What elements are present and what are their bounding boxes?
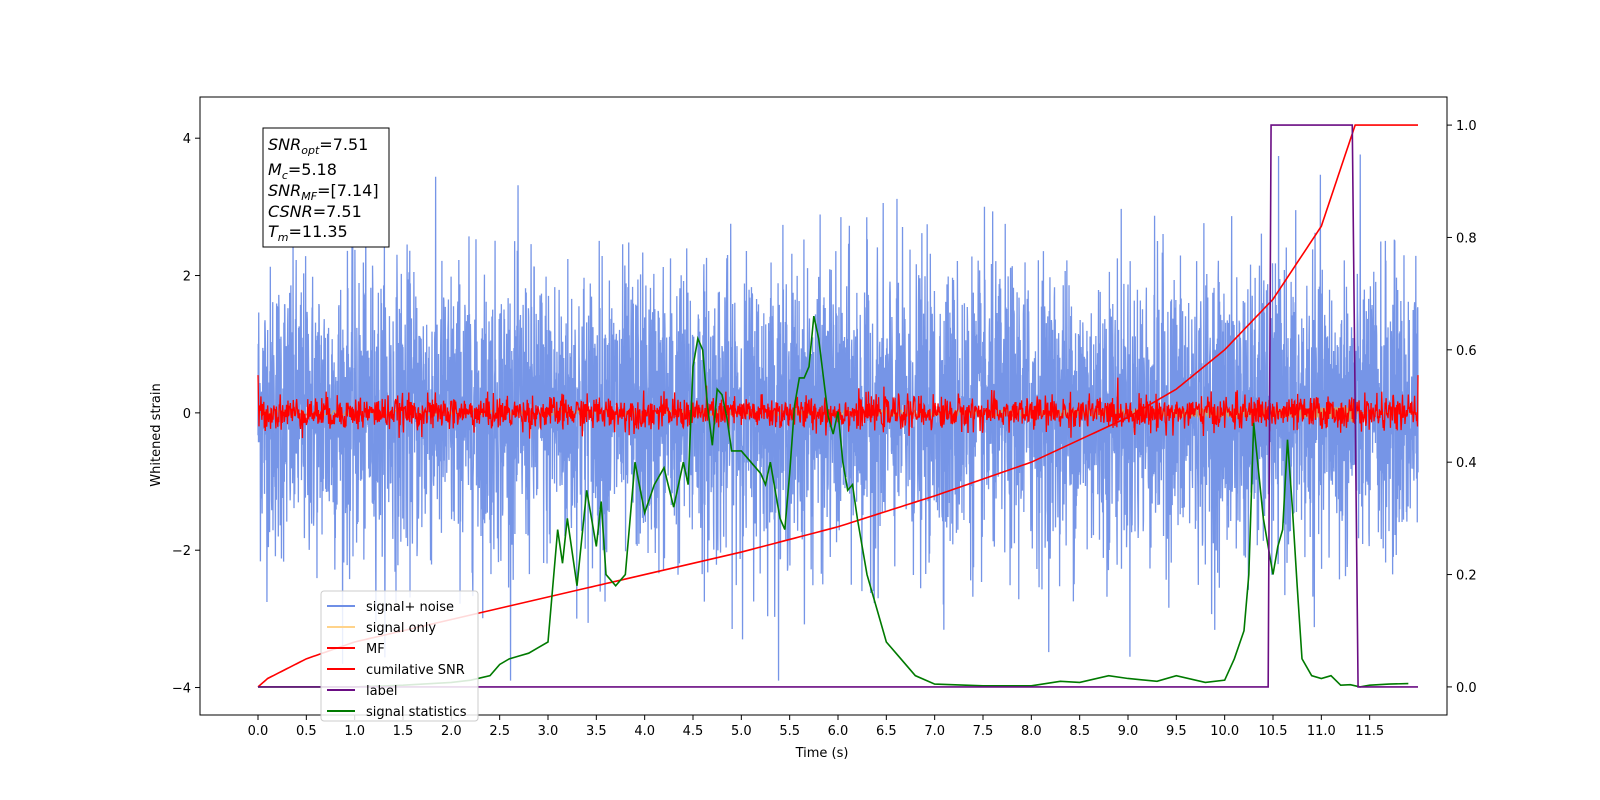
y-right-tick-label: 0.0: [1456, 681, 1477, 696]
legend-label: signal only: [366, 621, 436, 636]
x-tick-label: 3.0: [538, 724, 559, 739]
annotation-mc: Mc=5.18: [268, 160, 337, 182]
series-signal-statistics: [258, 315, 1409, 688]
y-axis-label: Whitened strain: [149, 383, 164, 486]
x-tick-label: 10.5: [1259, 724, 1288, 739]
legend-frame: [320, 590, 479, 722]
annotation-frame: [262, 127, 390, 248]
x-tick-label: 6.0: [828, 724, 849, 739]
x-tick-label: 11.5: [1355, 724, 1384, 739]
x-tick-label: 1.5: [393, 724, 414, 739]
x-tick-label: 0.5: [296, 724, 317, 739]
y-left-tick-label: 0: [183, 407, 191, 422]
y-left-axis: −4 −2 0 2 4: [172, 132, 200, 697]
series-signal-noise: [257, 154, 1419, 681]
x-tick-label: 7.0: [924, 724, 945, 739]
legend-label: MF: [366, 642, 385, 657]
x-tick-label: 5.5: [779, 724, 800, 739]
x-tick-label: 0.0: [248, 724, 269, 739]
annotation-snr-opt: SNRopt=7.51: [268, 135, 368, 157]
x-tick-label: 3.5: [586, 724, 607, 739]
y-right-tick-label: 0.2: [1456, 569, 1477, 584]
y-right-tick-label: 0.4: [1456, 456, 1477, 471]
y-left-tick-label: 2: [183, 270, 191, 285]
plot-frame: [199, 96, 1448, 716]
x-tick-label: 7.5: [973, 724, 994, 739]
x-tick-label: 2.0: [441, 724, 462, 739]
legend: signal+ noise signal only MF cumilative SNR…: [320, 590, 479, 722]
annotation-tm: Tm=11.35: [268, 222, 348, 244]
x-tick-label: 8.5: [1069, 724, 1090, 739]
x-tick-label: 4.0: [634, 724, 655, 739]
x-axis-label: Time (s): [795, 746, 849, 761]
x-tick-label: 6.5: [876, 724, 897, 739]
x-axis: 0.0 0.5 1.0 1.5 2.0 2.5 3.0 3.5 4.0 4.5 5.0 5.5 6.0 6…: [248, 715, 1384, 739]
y-left-tick-label: −2: [172, 544, 191, 559]
series-mf: [257, 375, 1419, 439]
x-tick-label: 11.0: [1307, 724, 1336, 739]
x-tick-label: 1.0: [344, 724, 365, 739]
y-right-axis: 0.0 0.2 0.4 0.6 0.8 1.0: [1447, 119, 1477, 696]
y-right-tick-label: 0.8: [1456, 231, 1477, 246]
y-left-tick-label: 4: [183, 132, 191, 147]
legend-label: signal statistics: [366, 705, 467, 720]
series-label: [258, 124, 1418, 688]
x-tick-label: 4.5: [683, 724, 704, 739]
annotation-snr-mf: SNRMF=[7.14]: [268, 181, 379, 203]
x-tick-label: 9.0: [1118, 724, 1139, 739]
x-tick-label: 9.5: [1166, 724, 1187, 739]
y-right-tick-label: 0.6: [1456, 344, 1477, 359]
x-tick-label: 2.5: [489, 724, 510, 739]
legend-items: signal+ noise signal only MF cumilative SNR…: [327, 600, 467, 720]
annotation-csnr: CSNR=7.51: [268, 202, 362, 221]
legend-label: label: [366, 684, 397, 699]
y-left-tick-label: −4: [172, 682, 191, 697]
x-tick-label: 5.0: [731, 724, 752, 739]
legend-label: cumilative SNR: [366, 663, 465, 678]
y-right-tick-label: 1.0: [1456, 119, 1477, 134]
x-tick-label: 10.0: [1210, 724, 1239, 739]
legend-label: signal+ noise: [366, 600, 454, 615]
annotation-box: SNRopt=7.51 Mc=5.18 SNRMF=[7.14] CSNR=7.…: [262, 127, 390, 248]
x-tick-label: 8.0: [1021, 724, 1042, 739]
